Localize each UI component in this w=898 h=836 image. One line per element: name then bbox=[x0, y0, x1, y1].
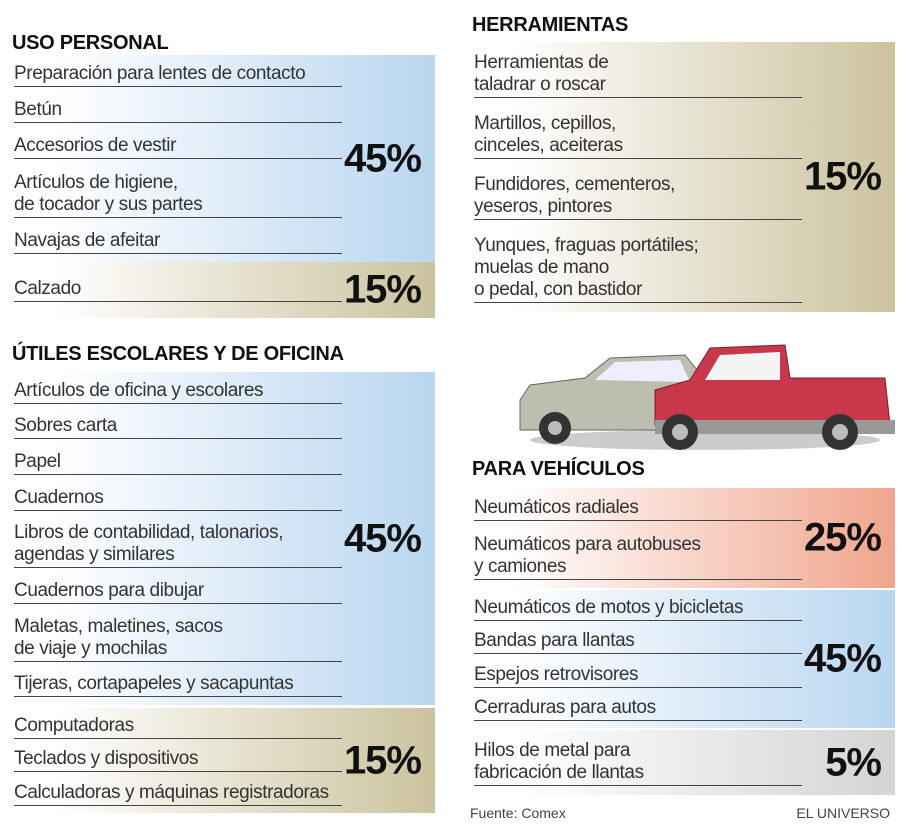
item: Bandas para llantas bbox=[474, 630, 802, 654]
percentage: 5% bbox=[825, 740, 881, 785]
item: Yunques, fraguas portátiles; muelas de m… bbox=[474, 235, 802, 303]
item: Cerraduras para autos bbox=[474, 697, 802, 721]
section-title: USO PERSONAL bbox=[12, 32, 168, 55]
item: Cuadernos bbox=[14, 487, 342, 511]
item: Betún bbox=[14, 99, 342, 123]
percentage: 15% bbox=[344, 268, 421, 313]
percentage: 45% bbox=[344, 516, 421, 561]
item-group: Artículos de oficina y escolares Sobres c… bbox=[10, 372, 435, 705]
item-group: Hilos de metal para fabricación de llant… bbox=[470, 730, 895, 795]
item: Calculadoras y máquinas registradoras bbox=[14, 782, 342, 806]
item: Neumáticos radiales bbox=[474, 497, 802, 521]
item: Navajas de afeitar bbox=[14, 230, 342, 254]
item: Cuadernos para dibujar bbox=[14, 580, 342, 604]
item: Sobres carta bbox=[14, 415, 342, 439]
item: Libros de contabilidad, talonarios, agen… bbox=[14, 522, 342, 568]
percentage: 45% bbox=[344, 136, 421, 181]
item: Neumáticos para autobuses y camiones bbox=[474, 534, 802, 580]
item: Tijeras, cortapapeles y sacapuntas bbox=[14, 673, 342, 697]
item: Espejos retrovisores bbox=[474, 664, 802, 688]
item-group: Herramientas de taladrar o roscar Martill… bbox=[470, 42, 895, 312]
item: Papel bbox=[14, 451, 342, 475]
section-title: PARA VEHÍCULOS bbox=[472, 458, 644, 481]
page: USO PERSONALPreparación para lentes de c… bbox=[0, 0, 898, 836]
item-group: Preparación para lentes de contacto Betún… bbox=[10, 55, 435, 262]
item: Hilos de metal para fabricación de llant… bbox=[474, 740, 802, 786]
source: Fuente: Comex bbox=[470, 805, 566, 821]
item: Artículos de oficina y escolares bbox=[14, 380, 342, 404]
item-group: Neumáticos de motos y bicicletas Bandas p… bbox=[470, 590, 895, 728]
brand: EL UNIVERSO bbox=[796, 805, 890, 821]
item: Neumáticos de motos y bicicletas bbox=[474, 597, 802, 621]
percentage: 15% bbox=[804, 155, 881, 200]
item-group: Neumáticos radiales Neumáticos para autob… bbox=[470, 488, 895, 588]
item: Artículos de higiene, de tocador y sus p… bbox=[14, 172, 342, 218]
section-title: ÚTILES ESCOLARES Y DE OFICINA bbox=[12, 343, 344, 366]
percentage: 45% bbox=[804, 637, 881, 682]
item: Fundidores, cementeros, yeseros, pintore… bbox=[474, 174, 802, 220]
item: Calzado bbox=[14, 278, 342, 302]
item: Computadoras bbox=[14, 715, 342, 739]
item: Martillos, cepillos, cinceles, aceiteras bbox=[474, 113, 802, 159]
item: Accesorios de vestir bbox=[14, 135, 342, 159]
percentage: 25% bbox=[804, 516, 881, 561]
item: Teclados y dispositivos bbox=[14, 748, 342, 772]
item-group: Computadoras Teclados y dispositivos Calcu… bbox=[10, 708, 435, 813]
item: Maletas, maletines, sacos de viaje y moc… bbox=[14, 616, 342, 662]
percentage: 15% bbox=[344, 738, 421, 783]
item: Herramientas de taladrar o roscar bbox=[474, 52, 802, 98]
item: Preparación para lentes de contacto bbox=[14, 63, 342, 87]
section-title: HERRAMIENTAS bbox=[472, 14, 628, 37]
vehicles-illustration bbox=[515, 340, 895, 455]
